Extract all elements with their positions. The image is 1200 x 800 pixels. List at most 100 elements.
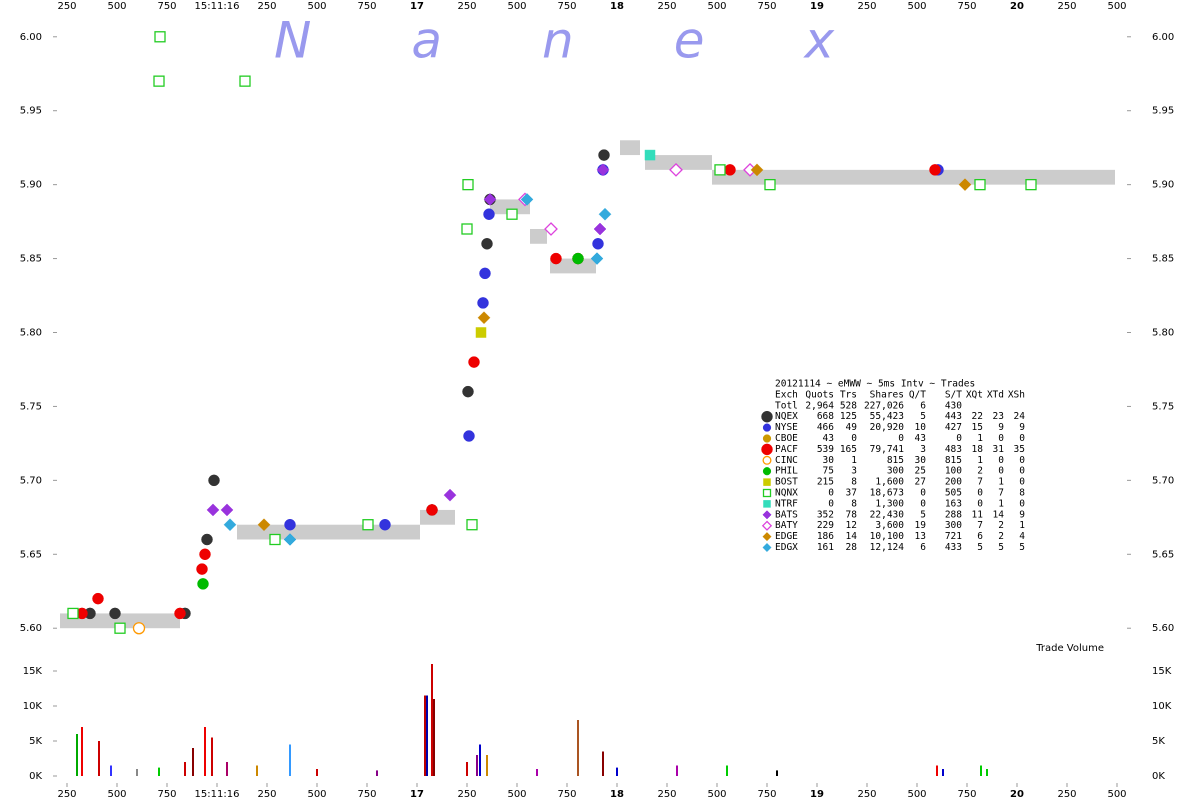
x-tick-label: 500 [507,1,526,12]
stats-cell: 2 [998,531,1004,542]
nbbo-band [550,258,596,274]
volume-bar [577,720,579,776]
nbbo-band [645,155,712,170]
volume-tick-label: 10K [1152,701,1172,712]
x-tick-label: 250 [1057,1,1076,12]
stats-cell: 9 [1019,509,1025,520]
x-tick-label: 250 [57,1,76,12]
trade-marker [592,238,604,250]
stats-cell: 30 [915,455,927,466]
stats-cell: 2 [977,466,983,477]
x-tick-label: 15:11:16 [195,789,240,800]
stats-cell: 13 [915,531,926,542]
stats-cell: 1,300 [875,498,904,509]
stats-cell: 0 [920,488,926,499]
stats-cell: 0 [898,433,904,444]
legend-marker [762,532,772,542]
trade-marker [477,311,491,325]
stats-cell: 6 [977,531,983,542]
stats-cell: 186 [817,531,834,542]
x-tick-label: 17 [410,789,424,800]
stats-cell: 433 [945,542,962,553]
stats-cell: 7 [998,488,1004,499]
stats-cell: 23 [993,411,1004,422]
trade-marker [284,518,296,531]
x-tick-label: 750 [957,1,976,12]
stats-cell: 19 [915,520,927,531]
trade-marker [154,31,166,43]
legend-marker [761,443,773,456]
trade-marker [550,252,562,265]
y-tick-label: 5.80 [20,328,42,339]
x-tick-label: 500 [907,789,926,800]
volume-bar [476,755,478,776]
y-tick-label: 5.65 [1152,549,1174,560]
y-tick-label: 5.60 [20,623,42,634]
trade-marker [67,607,79,620]
trade-marker [544,222,558,236]
stats-cell: 1 [977,433,983,444]
trade-marker [1025,178,1037,191]
stats-cell: 9 [1019,422,1025,433]
stats-cell: 22,430 [870,509,905,520]
legend-label: EDGX [775,542,798,553]
trade-marker [572,252,584,265]
trade-marker [109,607,121,620]
stats-cell: 0 [828,498,834,509]
volume-bar [726,765,728,776]
volume-tick-label: 5K [1152,736,1165,747]
stats-cell: 528 [840,400,857,411]
stats-cell: 9 [998,422,1004,433]
x-tick-label: 18 [610,789,624,800]
volume-bar [256,765,258,776]
stats-cell: 22 [972,411,983,422]
stats-cell: 0 [977,488,983,499]
x-tick-label: 250 [257,789,276,800]
y-tick-label: 5.95 [20,106,42,117]
stats-cell: 815 [887,455,904,466]
stats-column: XQt [966,389,983,400]
y-tick-label: 5.65 [20,549,42,560]
stats-cell: 6 [920,542,926,553]
stats-cell: 18,673 [870,488,904,499]
legend-marker [762,542,772,553]
trade-marker [750,163,764,177]
trade-marker [220,503,234,517]
legend-label: NYSE [775,422,798,433]
legend-marker [761,410,773,423]
stats-cell: 1 [998,498,1004,509]
legend-label: CINC [775,455,798,466]
stats-cell: 0 [977,498,983,509]
nbbo-band [237,524,420,540]
stats-row-name: Totl [775,400,798,411]
stats-cell: 14 [846,531,858,542]
stats-cell: 78 [846,509,858,520]
stats-cell: 5 [920,509,926,520]
volume-bar [776,770,778,776]
volume-bar [289,744,291,776]
stats-cell: 5 [1019,542,1025,553]
stats-title: 20121114 ~ eMWW ~ 5ms Intv ~ Trades [775,379,975,390]
x-tick-label: 19 [810,789,824,800]
trade-marker [461,223,473,235]
legend-label: EDGE [775,531,798,542]
y-tick-label: 5.70 [20,475,42,486]
stats-cell: 430 [945,400,962,411]
trade-marker [426,504,438,516]
trade-marker [724,164,736,176]
x-tick-label: 500 [307,789,326,800]
volume-bar [536,769,538,776]
stats-cell: 11 [972,509,984,520]
stats-cell: 539 [817,444,834,455]
stats-column: S/T [945,389,962,400]
stats-cell: 37 [846,488,857,499]
stats-cell: 300 [945,520,962,531]
stats-cell: 12 [846,520,857,531]
x-tick-label: 750 [157,1,176,12]
stats-cell: 43 [823,433,834,444]
volume-bar [184,762,186,776]
stats-cell: 0 [1019,433,1025,444]
stats-cell: 24 [1014,411,1026,422]
volume-bar [158,767,160,776]
stats-cell: 215 [817,477,834,488]
